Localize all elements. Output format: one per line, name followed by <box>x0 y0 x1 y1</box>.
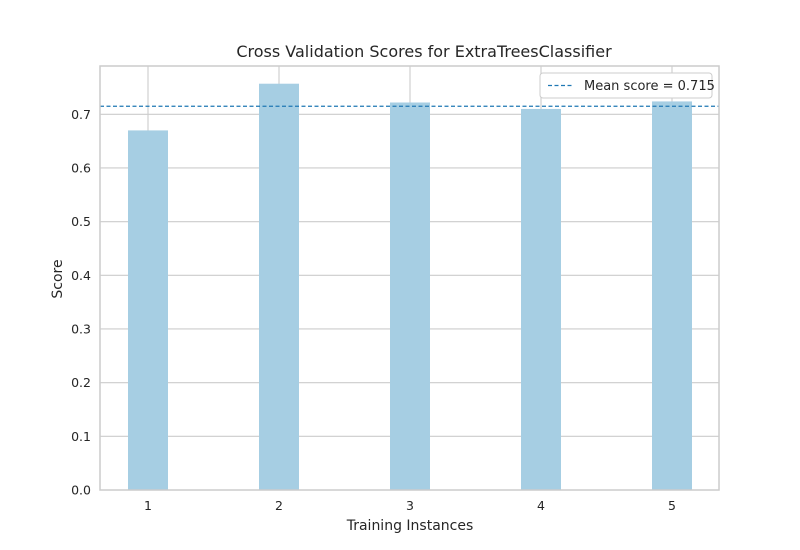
bar-3 <box>390 102 430 490</box>
bar-1 <box>128 130 168 490</box>
legend: Mean score = 0.715 <box>539 72 715 99</box>
y-tick-label: 0.5 <box>71 214 91 229</box>
y-tick-label: 0.3 <box>71 321 91 336</box>
bar-4 <box>521 108 561 490</box>
y-tick-labels: 0.0 0.1 0.2 0.3 0.4 0.5 0.6 0.7 <box>71 107 91 498</box>
x-tick-label: 3 <box>406 498 414 513</box>
bar-2 <box>259 83 299 490</box>
y-tick-label: 0.1 <box>71 429 91 444</box>
legend-label: Mean score = 0.715 <box>584 79 715 94</box>
x-tick-label: 5 <box>668 498 676 513</box>
y-tick-label: 0.2 <box>71 375 91 390</box>
plot-frame <box>99 65 720 491</box>
bar-5 <box>652 101 692 490</box>
x-axis-label: Training Instances <box>346 518 474 534</box>
bars <box>128 83 692 490</box>
y-axis-label: Score <box>50 259 66 298</box>
y-tick-label: 0.4 <box>71 268 91 283</box>
x-tick-label: 1 <box>144 498 152 513</box>
chart-title: Cross Validation Scores for ExtraTreesCl… <box>236 42 612 61</box>
y-tick-label: 0.6 <box>71 160 91 175</box>
x-tick-labels: 1 2 3 4 5 <box>144 498 676 513</box>
y-tick-label: 0.7 <box>71 107 91 122</box>
legend-box <box>539 72 713 99</box>
x-tick-label: 2 <box>275 498 283 513</box>
y-tick-label: 0.0 <box>71 483 91 498</box>
x-tick-label: 4 <box>537 498 545 513</box>
